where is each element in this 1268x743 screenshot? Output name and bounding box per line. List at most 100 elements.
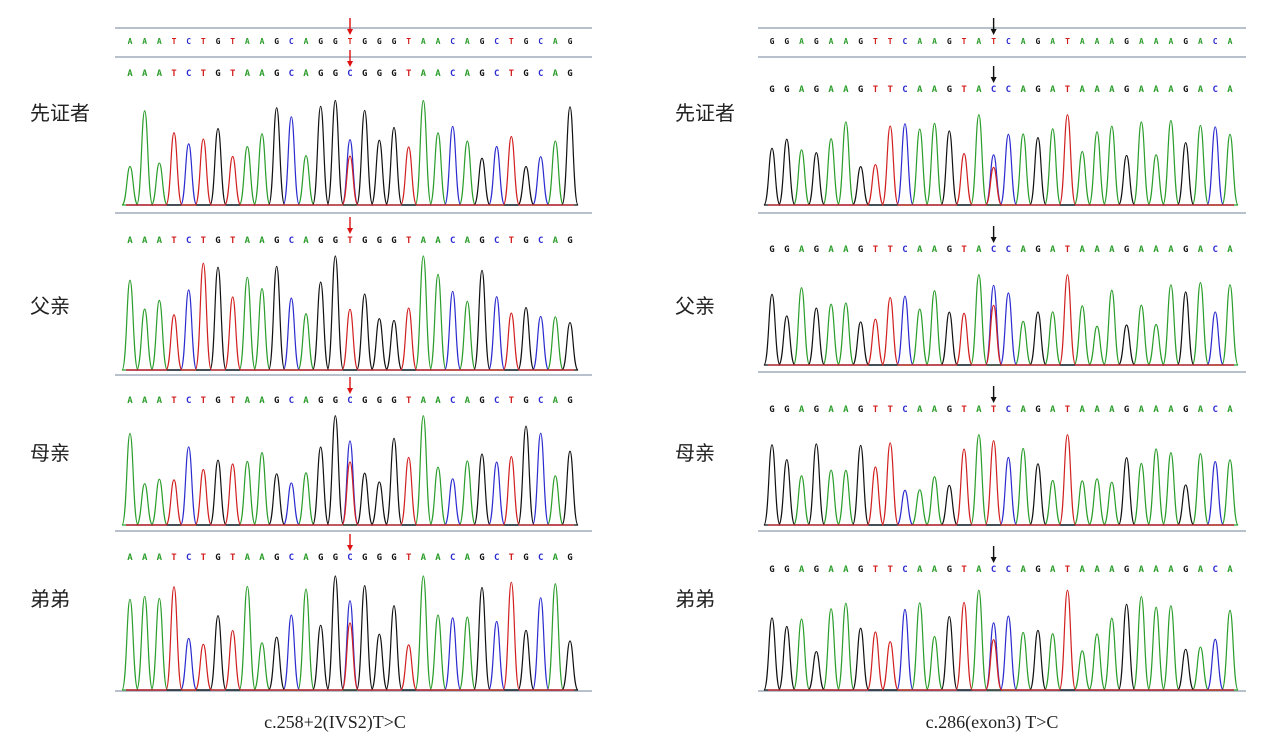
panel1-track2-base: A — [1020, 405, 1026, 415]
mutation-arrow-head-icon — [347, 61, 353, 67]
panel0-track2-base: A — [303, 396, 309, 406]
panel0-reference-base: T — [406, 37, 411, 46]
panel1-track3-trace-G — [763, 603, 1234, 691]
panel1-track3-trace-C — [768, 608, 1234, 691]
panel1-track3-base: A — [1080, 565, 1086, 575]
panel1-track0-base: G — [784, 85, 789, 95]
panel0-track3-base: G — [391, 553, 396, 563]
panel1-track0-base: A — [828, 85, 834, 95]
panel1-track1-base: A — [843, 245, 849, 255]
panel1-track3-base: T — [961, 565, 967, 575]
panel0-reference-base: G — [377, 37, 382, 46]
panel1-track3-base: A — [1198, 565, 1204, 575]
panel1-track0-base: G — [769, 85, 774, 95]
panel0-track1-trace-T — [126, 262, 574, 371]
panel1-reference-base: A — [1050, 37, 1055, 46]
panel0-track0-base: G — [523, 69, 528, 79]
panel0-track2-base: C — [494, 396, 499, 406]
panel1-track3-base: C — [902, 565, 907, 575]
panel0-track0-base: G — [215, 69, 220, 79]
mutation-arrow-head-icon — [347, 545, 353, 551]
panel1-reference-base: G — [858, 37, 863, 46]
panel0-track2-base: A — [245, 396, 251, 406]
panel0-reference-base: A — [553, 37, 558, 46]
panel0-reference-base: G — [524, 37, 529, 46]
panel1-reference-base: T — [888, 37, 893, 46]
panel1-track1-base: A — [1020, 245, 1026, 255]
panel0-track2-trace-G — [126, 415, 579, 526]
panel0-track2-base: G — [333, 396, 338, 406]
panel1-track2-base: A — [828, 405, 834, 415]
panel0-track2-base: T — [201, 396, 207, 406]
panel0-track1-trace-G — [126, 255, 579, 371]
panel0-track2-base: T — [230, 396, 236, 406]
panel0-track0-base: C — [289, 69, 294, 79]
panel1-track1-base: G — [1035, 245, 1040, 255]
panel0-track3-base: T — [230, 553, 236, 563]
panel1-track0-base: C — [1006, 85, 1011, 95]
panel1-track0-base: G — [1124, 85, 1129, 95]
panel0-track1-base: A — [435, 236, 441, 246]
panel1-track1-base: A — [828, 245, 834, 255]
panel0-track1-base: C — [450, 236, 455, 246]
panel1-track0-trace-C — [768, 123, 1234, 206]
panel1-track0-base: A — [799, 85, 805, 95]
panel0-track3-base: G — [362, 553, 367, 563]
panel1-track2-trace-G — [763, 443, 1234, 526]
panel1-track2-base: G — [1183, 405, 1188, 415]
panel0-track3-base: T — [171, 553, 177, 563]
panel0-track1-base: T — [347, 236, 353, 246]
panel0-track3-base: C — [538, 553, 543, 563]
panel0-track2-base: G — [479, 396, 484, 406]
panel0-track1-base: A — [127, 236, 133, 246]
panel1-track3-base: A — [799, 565, 805, 575]
panel0-track1-base: A — [157, 236, 163, 246]
panel0-reference-base: A — [128, 37, 133, 46]
mutation-arrow-head-icon — [990, 77, 997, 83]
panel1-track2-base: A — [1198, 405, 1204, 415]
panel1-track0-base: A — [1020, 85, 1026, 95]
panel0-track2-base: G — [567, 396, 572, 406]
panel1-track1-base: A — [1050, 245, 1056, 255]
panel1-track2-base: G — [784, 405, 789, 415]
panel0-reference-base: C — [494, 37, 499, 46]
panel1-reference-base: T — [962, 37, 967, 46]
panel0-track2-base: A — [142, 396, 148, 406]
panel0-track3-base: G — [333, 553, 338, 563]
panel1-track3-base: G — [784, 565, 789, 575]
panel0-track3-base: G — [215, 553, 220, 563]
panel1-track2-base: G — [1035, 405, 1040, 415]
panel1-track3-trace-T — [768, 589, 1234, 691]
panel0-track2-base: C — [347, 396, 352, 406]
panel1-track3-base: G — [1035, 565, 1040, 575]
panel1-track0-base: G — [1035, 85, 1040, 95]
panel0-track0-base: A — [157, 69, 163, 79]
panel1-track1-base: A — [932, 245, 938, 255]
panel0-track3-base: A — [157, 553, 163, 563]
panel0-track1-base: A — [553, 236, 559, 246]
panel1-reference-base: A — [1080, 37, 1085, 46]
panel1-reference-base: A — [1168, 37, 1173, 46]
panel1-track2-base: A — [1153, 405, 1159, 415]
panel0-reference-base: T — [172, 37, 177, 46]
panel0-track3-trace-G — [126, 575, 579, 691]
panel0-track0-base: A — [435, 69, 441, 79]
left-label-brother: 弟弟 — [30, 587, 70, 611]
panel0-track3-base: G — [523, 553, 528, 563]
panel1-track2-base: T — [887, 405, 893, 415]
panel1-track0-trace-G — [763, 130, 1234, 206]
panel0-reference-base: G — [568, 37, 573, 46]
panel1-track0-base: A — [1094, 85, 1100, 95]
mutation-arrow-head-icon — [990, 557, 997, 563]
panel1-track2-base: C — [1006, 405, 1011, 415]
panel1-track2-base: A — [1139, 405, 1145, 415]
panel1-reference-base: C — [1006, 37, 1011, 46]
panel1-track2-trace-C — [768, 456, 1234, 526]
panel1-track2-base: A — [932, 405, 938, 415]
panel0-track1-base: G — [318, 236, 323, 246]
panel1-track3-base: A — [1109, 565, 1115, 575]
panel1-track1-base: T — [887, 245, 893, 255]
panel0-track2-base: C — [186, 396, 191, 406]
panel0-track1-base: T — [171, 236, 177, 246]
panel0-track1-base: T — [201, 236, 207, 246]
